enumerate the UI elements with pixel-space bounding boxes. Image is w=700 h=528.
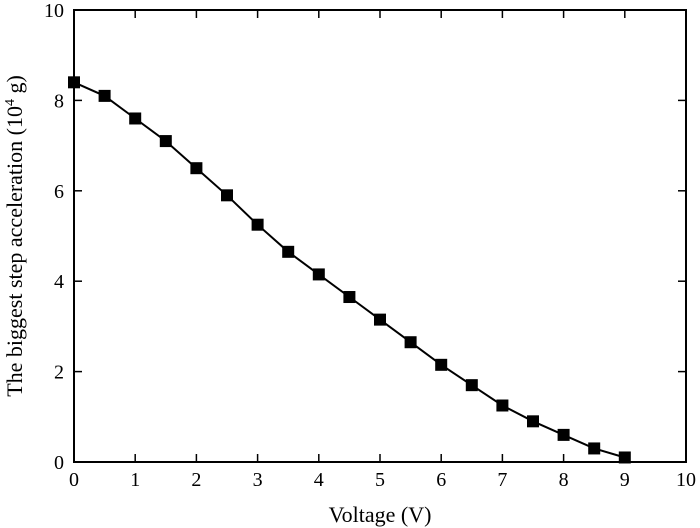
x-axis-label: Voltage (V) [329,502,432,527]
y-tick-label: 2 [54,362,64,384]
plot-frame [73,9,687,463]
x-tick-label: 3 [253,469,263,491]
y-tick-label: 10 [44,0,64,22]
data-point-marker [190,162,203,175]
x-tick-label: 4 [314,469,324,491]
y-tick-label: 6 [54,181,64,203]
data-point-marker [374,313,386,326]
data-point-marker [588,442,601,455]
data-point-marker [465,379,478,392]
y-axis-label-superscript: 4 [3,99,18,106]
data-point-marker [312,268,325,281]
x-tick-label: 1 [130,469,140,491]
x-tick-label: 5 [375,469,385,491]
data-point-marker [282,245,295,258]
data-point-marker [557,428,570,441]
data-point-marker [98,89,111,102]
x-axis-ticks: 0 1 2 3 4 5 6 7 8 9 10 [69,10,696,491]
y-axis-label-main: The biggest step acceleration (10 [2,106,27,397]
data-point-marker [221,189,233,202]
data-point-marker [159,135,172,148]
data-point-marker [129,112,142,125]
y-axis-label: The biggest step acceleration (104 g) [2,75,27,397]
x-tick-label: 0 [69,469,79,491]
data-point-marker [618,451,631,464]
x-tick-label: 10 [676,469,696,491]
y-tick-label: 8 [54,90,64,112]
x-tick-label: 2 [191,469,201,491]
x-tick-label: 8 [559,469,569,491]
data-point-marker [435,358,448,371]
data-point-marker [343,291,356,304]
y-tick-label: 4 [54,271,64,293]
y-tick-label: 0 [54,452,64,474]
series-group [68,76,631,464]
series-line [73,81,626,459]
y-axis-label-suffix: g) [2,75,27,99]
data-point-marker [527,415,539,428]
data-point-marker [496,399,509,412]
data-point-marker [404,336,417,349]
x-tick-label: 6 [436,469,446,491]
x-tick-label: 7 [497,469,507,491]
y-axis-ticks: 0 2 4 6 8 10 [44,0,686,474]
data-point-marker [68,76,80,89]
x-tick-label: 9 [620,469,630,491]
data-point-marker [251,218,264,231]
